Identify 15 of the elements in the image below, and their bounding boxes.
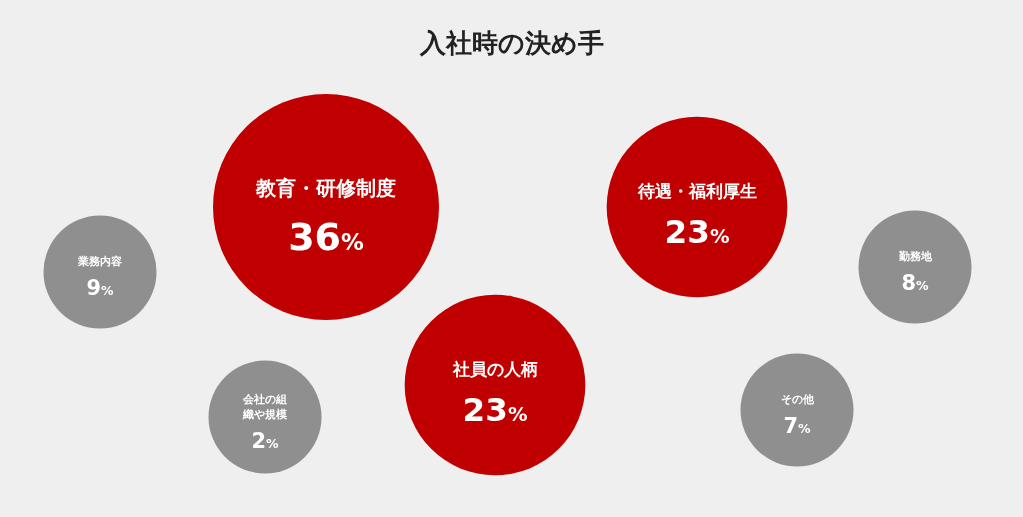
data-label: 23% xyxy=(664,213,730,252)
data-label: 9% xyxy=(86,276,114,301)
data-label: 23% xyxy=(462,391,528,430)
category-label: 教育・研修制度 xyxy=(255,176,396,200)
data-label: 7% xyxy=(783,414,811,439)
title: 入社時の決め手 xyxy=(419,28,604,58)
data-label: 36% xyxy=(288,214,365,259)
category-label: 会社の組織や規模 xyxy=(242,393,288,421)
category-label: 勤務地 xyxy=(897,250,933,264)
category-label: 業務内容 xyxy=(77,255,122,269)
category-label: その他 xyxy=(780,393,815,407)
category-label: 待遇・福利厚生 xyxy=(636,180,757,201)
category-label: 社員の人柄 xyxy=(451,358,538,379)
data-label: 2% xyxy=(251,428,279,453)
data-label: 8% xyxy=(901,271,929,296)
